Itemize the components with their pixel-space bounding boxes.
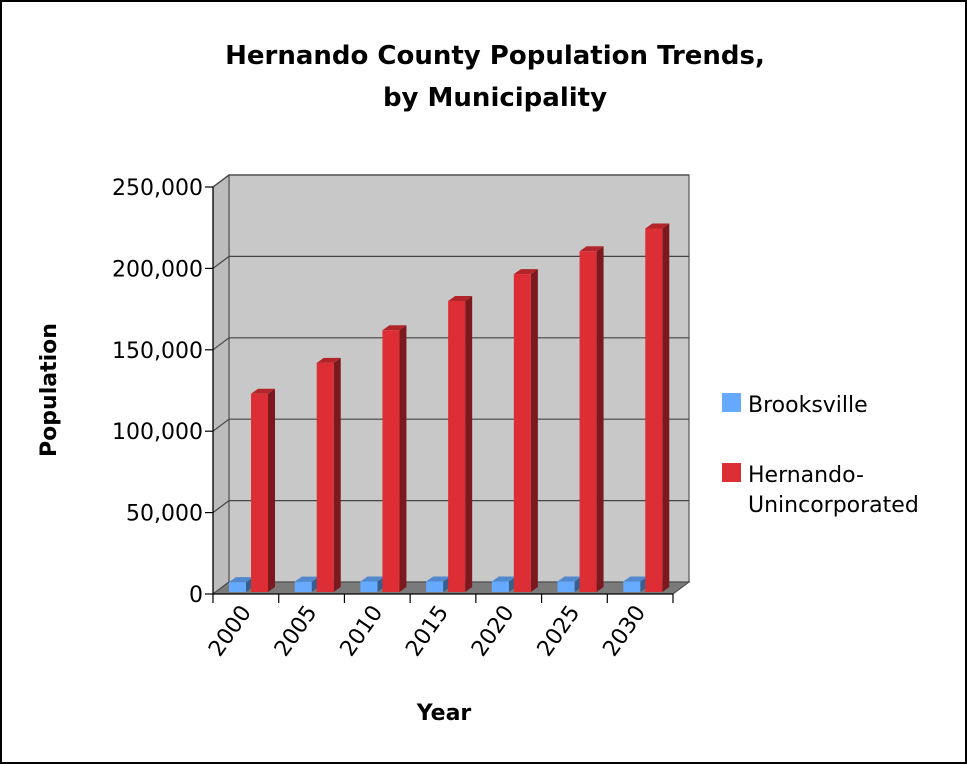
bar-front xyxy=(316,362,334,592)
bar-front xyxy=(579,251,597,592)
bar-top xyxy=(623,576,648,582)
bar-front xyxy=(229,582,246,592)
legend-label-hernando-unincorporated: Hernando- Unincorporated xyxy=(748,463,919,518)
bar-top xyxy=(645,223,670,229)
bar-top xyxy=(382,325,407,331)
x-tick-label: 2025 xyxy=(533,601,586,661)
chart-title-line-1: Hernando County Population Trends, xyxy=(225,41,765,71)
bar-side xyxy=(596,246,604,592)
bar-top xyxy=(448,295,473,301)
x-tick-label: 2030 xyxy=(598,601,651,661)
bar-side xyxy=(268,388,275,592)
x-axis: 2000 2005 2010 2015 2020 2025 2030 xyxy=(204,593,674,661)
bar-front xyxy=(382,330,400,592)
bar-top xyxy=(491,576,516,582)
y-tick-label: 50,000 xyxy=(126,502,203,527)
bar-front xyxy=(557,581,575,592)
bar-front xyxy=(623,581,641,592)
y-tick-label: 100,000 xyxy=(112,420,203,445)
legend-swatch-brooksville xyxy=(722,393,741,412)
plot-side-wall xyxy=(212,173,230,596)
y-tick-label: 250,000 xyxy=(112,176,203,201)
bar-front xyxy=(251,393,268,592)
bar-front xyxy=(645,228,663,592)
bar-front xyxy=(491,581,509,592)
y-axis: 0 50,000 100,000 150,000 200,000 250,000 xyxy=(112,176,214,608)
bar-side xyxy=(662,223,670,592)
x-tick-label: 2015 xyxy=(401,601,454,661)
bar-front xyxy=(513,274,531,592)
bar-front xyxy=(360,581,378,592)
legend-label-line-2: Unincorporated xyxy=(748,493,919,518)
bar-side xyxy=(465,295,473,592)
bar xyxy=(382,325,407,592)
x-tick-label: 2020 xyxy=(467,601,520,661)
bar-top xyxy=(251,388,275,394)
bar-top xyxy=(426,576,451,582)
y-tick-label: 200,000 xyxy=(112,257,203,282)
y-tick-label: 150,000 xyxy=(112,339,203,364)
legend-label-line-1: Hernando- xyxy=(748,463,864,488)
bar xyxy=(579,246,604,592)
bar-top xyxy=(579,246,604,252)
gridline-side xyxy=(212,174,230,188)
bar-top xyxy=(513,269,538,275)
y-axis-title: Population xyxy=(37,323,62,457)
x-axis-title: Year xyxy=(416,701,472,726)
bars-layer xyxy=(229,223,670,592)
chart-title-line-2: by Municipality xyxy=(383,83,607,113)
bar-front xyxy=(426,581,444,592)
x-tick-label: 2000 xyxy=(204,601,257,661)
y-tick-label: 0 xyxy=(189,583,203,608)
bar xyxy=(513,269,538,592)
legend: Brooksville Hernando- Unincorporated xyxy=(722,393,919,518)
bar-side xyxy=(530,269,538,592)
gridline-side xyxy=(212,255,230,269)
bar-front xyxy=(294,581,312,592)
gridline-side xyxy=(212,500,230,514)
bar xyxy=(645,223,670,592)
legend-label-brooksville: Brooksville xyxy=(748,393,868,418)
gridline-side xyxy=(212,418,230,432)
bar-top xyxy=(557,576,582,582)
bar-top xyxy=(360,576,385,582)
bar-top xyxy=(229,577,253,583)
gridline-side xyxy=(212,337,230,351)
bar-side xyxy=(399,325,407,592)
legend-swatch-hernando-unincorporated xyxy=(722,463,741,482)
bar xyxy=(251,388,275,592)
bar xyxy=(316,357,341,592)
x-tick-label: 2005 xyxy=(270,601,323,661)
bar-top xyxy=(316,357,341,363)
x-tick-label: 2010 xyxy=(336,601,389,661)
bar xyxy=(448,295,473,592)
bar-side xyxy=(333,357,341,592)
bar-top xyxy=(294,576,319,582)
bar-front xyxy=(448,300,466,592)
